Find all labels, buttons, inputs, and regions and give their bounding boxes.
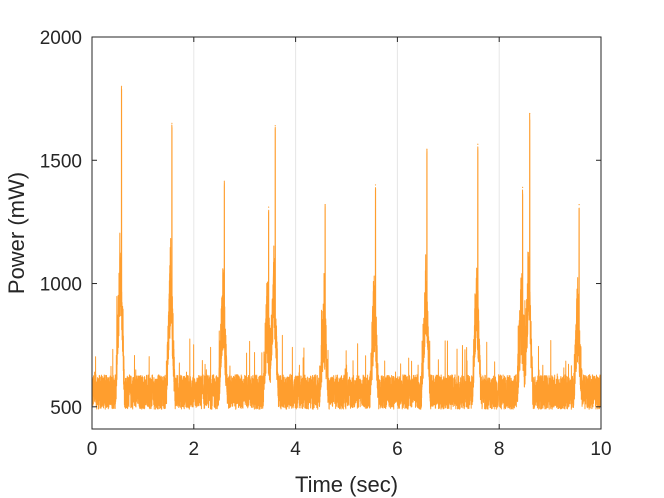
spike-peak-point <box>274 125 276 127</box>
spike-peak-point <box>223 180 225 182</box>
x-tick-label: 6 <box>392 439 403 460</box>
spike-peak-point <box>578 204 580 206</box>
spike-peak-point <box>477 143 479 145</box>
spike-peak-point <box>374 184 377 186</box>
spike-peak-point <box>529 112 531 115</box>
plot-frame <box>91 36 602 430</box>
spike-peak-point <box>268 206 270 208</box>
spike-peak-point <box>171 122 173 124</box>
spike-peak-point <box>324 204 326 206</box>
y-tick-label: 500 <box>50 398 82 419</box>
x-tick-label: 8 <box>494 439 505 460</box>
x-tick-label: 4 <box>290 439 301 460</box>
x-tick-label: 10 <box>590 439 611 460</box>
x-tick-label: 2 <box>189 439 200 460</box>
tick-labels: 0 2 4 6 8 10 500 1000 1500 2000 <box>40 28 612 460</box>
power-series-line <box>91 86 602 410</box>
spike-peak-point <box>426 148 428 150</box>
x-axis-label: Time (sec) <box>295 472 398 497</box>
spike-peak-point <box>120 85 123 87</box>
y-tick-label: 2000 <box>40 28 82 49</box>
y-tick-label: 1500 <box>40 151 82 172</box>
spike-peak-point <box>522 186 524 188</box>
x-tick-label: 0 <box>87 439 98 460</box>
axes <box>91 36 602 430</box>
y-axis-label: Power (mW) <box>4 172 29 294</box>
series-layer <box>91 85 602 410</box>
y-tick-label: 1000 <box>40 275 82 296</box>
